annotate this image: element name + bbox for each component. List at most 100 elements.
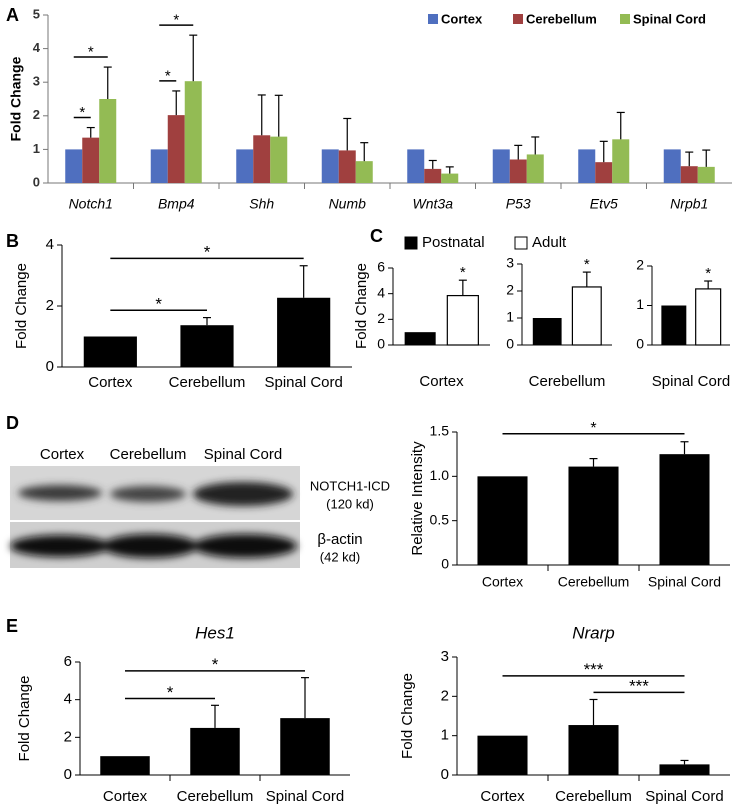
bar [680, 166, 698, 183]
lane-label: Spinal Cord [204, 446, 282, 463]
x-tick-label: Numb [329, 196, 367, 212]
significance-label: * [204, 243, 211, 262]
panel-letter: A [6, 5, 19, 25]
x-tick-label: Shh [249, 196, 274, 212]
significance-label: * [167, 683, 174, 702]
y-tick-label: 2 [506, 282, 514, 298]
lane-label: Cortex [40, 446, 85, 463]
y-tick-label: 1 [33, 141, 40, 156]
significance-label: * [212, 655, 219, 674]
x-tick-label: Spinal Cord [648, 574, 721, 590]
x-tick-label: P53 [506, 196, 531, 212]
bar [659, 764, 710, 775]
legend-swatch [428, 14, 438, 24]
blot-band [10, 535, 110, 557]
y-tick-label: 0 [64, 766, 72, 783]
y-tick-label: 1 [441, 727, 449, 744]
legend-label: Cortex [441, 11, 483, 26]
bar [100, 756, 150, 775]
bar [338, 150, 356, 183]
bar [532, 318, 562, 345]
y-axis-label: Fold Change [399, 673, 416, 759]
y-tick-label: 3 [506, 255, 514, 271]
panel-letter: C [370, 226, 383, 246]
y-tick-label: 1.0 [430, 467, 450, 483]
blot-band [102, 534, 198, 558]
bar [150, 149, 168, 183]
bar [277, 297, 331, 367]
bar [190, 727, 240, 775]
x-tick-label: Cortex [480, 788, 525, 805]
bar [695, 288, 722, 346]
legend-swatch [513, 14, 523, 24]
bar [280, 718, 330, 775]
bar [236, 149, 254, 183]
y-tick-label: 1.5 [430, 423, 450, 439]
y-tick-label: 0 [636, 336, 644, 352]
y-tick-label: 0 [46, 358, 54, 375]
lane-label: Cerebellum [110, 446, 187, 463]
bar [446, 294, 479, 346]
x-tick-label: Cortex [419, 373, 464, 390]
chart-title: Nrarp [572, 623, 615, 642]
bar [184, 81, 202, 183]
panel-letter: D [6, 413, 19, 433]
y-tick-label: 0 [33, 174, 40, 189]
x-tick-label: Cerebellum [529, 373, 606, 390]
western-blot [10, 466, 300, 568]
significance-label: * [460, 264, 466, 281]
x-tick-label: Etv5 [590, 196, 618, 212]
x-tick-label: Cerebellum [558, 574, 630, 590]
bar [663, 149, 681, 183]
significance-label: *** [629, 677, 649, 696]
bar [355, 161, 373, 183]
significance-label: * [705, 265, 711, 282]
bar [578, 149, 596, 183]
bar [661, 305, 687, 345]
legend-label: Postnatal [422, 234, 485, 251]
x-tick-label: Notch1 [69, 196, 113, 212]
significance-label: * [79, 104, 85, 121]
panel-letter: B [6, 231, 19, 251]
x-tick-label: Bmp4 [158, 196, 195, 212]
significance-label: * [173, 11, 179, 28]
x-tick-label: Nrpb1 [670, 196, 708, 212]
x-tick-label: Spinal Cord [652, 373, 730, 390]
y-tick-label: 0 [506, 336, 514, 352]
blot-band [110, 486, 186, 502]
x-tick-label: Spinal Cord [264, 374, 342, 391]
x-tick-label: Cerebellum [555, 788, 632, 805]
y-tick-label: 4 [33, 40, 41, 55]
significance-label: *** [584, 660, 604, 679]
y-tick-label: 6 [64, 653, 72, 670]
y-tick-label: 4 [64, 691, 72, 708]
legend-label: Cerebellum [526, 11, 597, 26]
x-tick-label: Wnt3a [413, 196, 454, 212]
bar [477, 735, 528, 775]
y-tick-label: 2 [64, 728, 72, 745]
significance-label: * [584, 256, 590, 273]
chart-title: Hes1 [195, 623, 235, 642]
blot-band [193, 482, 293, 506]
bar [404, 332, 436, 345]
y-tick-label: 0 [441, 556, 449, 572]
bar [568, 466, 619, 565]
bar [99, 99, 117, 183]
y-tick-label: 0.5 [430, 511, 450, 527]
y-tick-label: 4 [377, 284, 385, 300]
legend-label: Adult [532, 234, 567, 251]
y-tick-label: 2 [377, 310, 385, 326]
bar [270, 136, 288, 183]
panel-letter: E [6, 616, 18, 636]
significance-label: * [165, 67, 171, 84]
bar [571, 286, 602, 346]
significance-label: * [88, 43, 94, 60]
bar [659, 454, 710, 565]
bar [167, 115, 185, 183]
band-size: (120 kd) [326, 496, 374, 511]
y-tick-label: 2 [636, 257, 644, 273]
y-tick-label: 0 [377, 336, 385, 352]
band-label: NOTCH1-ICD [310, 478, 390, 493]
bar [697, 166, 715, 183]
band-size: (42 kd) [320, 549, 360, 564]
